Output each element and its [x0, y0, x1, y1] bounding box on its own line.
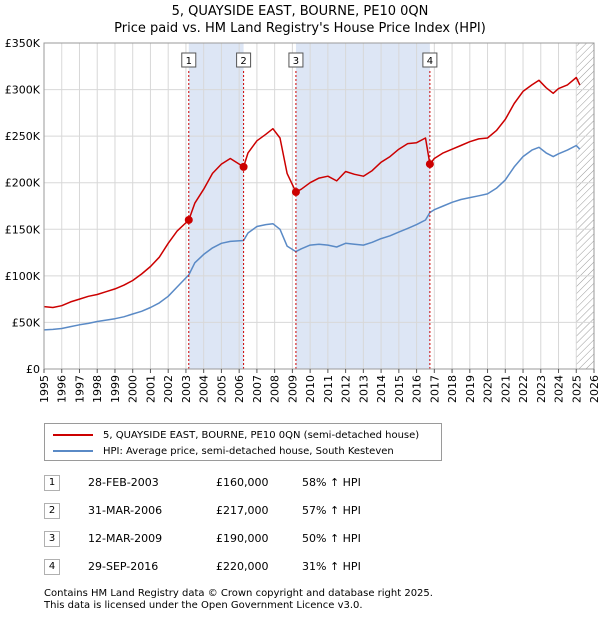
legend-swatch-price-paid	[53, 434, 93, 436]
x-tick-label: 2003	[180, 375, 193, 403]
legend-label-price-paid: 5, QUAYSIDE EAST, BOURNE, PE10 0QN (semi…	[103, 429, 420, 441]
x-tick-label: 2017	[428, 375, 441, 403]
sale-hpi-change: 31% ↑ HPI	[302, 560, 361, 573]
x-tick-label: 2025	[570, 375, 583, 403]
x-tick-label: 2002	[162, 375, 175, 403]
forecast-hatch	[576, 43, 594, 369]
sale-marker-badge: 4	[44, 559, 60, 575]
y-tick-label: £150K	[5, 223, 41, 236]
x-tick-label: 2015	[393, 375, 406, 403]
x-tick-label: 2013	[357, 375, 370, 403]
sale-date: 29-SEP-2016	[88, 560, 159, 573]
sales-table: 1 28-FEB-2003 £160,000 58% ↑ HPI 2 31-MA…	[44, 474, 444, 582]
x-tick-label: 2007	[251, 375, 264, 403]
sale-marker-badge: 3	[44, 531, 60, 547]
sale-point	[184, 215, 193, 224]
legend-swatch-hpi	[53, 450, 93, 452]
y-tick-label: £0	[26, 363, 40, 376]
chart-subtitle: Price paid vs. HM Land Registry's House …	[114, 21, 486, 36]
sale-marker-badge: 2	[44, 503, 60, 519]
sale-date: 31-MAR-2006	[88, 504, 163, 517]
x-tick-label: 2001	[144, 375, 157, 403]
sale-marker-label: 4	[427, 56, 433, 67]
plot-frame	[43, 42, 595, 370]
x-tick-label: 2020	[482, 375, 495, 403]
table-row: 1 28-FEB-2003 £160,000 58% ↑ HPI	[44, 474, 444, 498]
sale-point	[239, 162, 248, 171]
x-tick-label: 2019	[464, 375, 477, 403]
x-tick-label: 2026	[588, 375, 600, 403]
y-tick-label: £200K	[5, 177, 41, 190]
sale-hpi-change: 58% ↑ HPI	[302, 476, 361, 489]
sale-price: £160,000	[216, 476, 269, 489]
x-tick-label: 1999	[109, 375, 122, 403]
sale-hpi-change: 57% ↑ HPI	[302, 504, 361, 517]
legend-item-hpi: HPI: Average price, semi-detached house,…	[53, 444, 394, 458]
x-tick-label: 1996	[56, 375, 69, 403]
ownership-band	[188, 43, 244, 369]
price-chart: 1 2 3 4 £0 £50K £100K £150K £200K £250K £300K £350…	[5, 37, 600, 403]
y-tick-label: £250K	[5, 130, 41, 143]
sale-price: £217,000	[216, 504, 269, 517]
y-tick-label: £300K	[5, 84, 41, 97]
legend-item-price-paid: 5, QUAYSIDE EAST, BOURNE, PE10 0QN (semi…	[53, 428, 419, 442]
x-tick-label: 2014	[375, 375, 388, 403]
sale-marker-label: 3	[293, 56, 299, 67]
x-tick-label: 2008	[269, 375, 282, 403]
y-tick-label: £50K	[12, 316, 41, 329]
sale-price: £190,000	[216, 532, 269, 545]
x-tick-label: 1995	[38, 375, 51, 403]
table-row: 2 31-MAR-2006 £217,000 57% ↑ HPI	[44, 502, 444, 526]
sale-point	[291, 188, 300, 197]
table-row: 4 29-SEP-2016 £220,000 31% ↑ HPI	[44, 558, 444, 582]
y-tick-label: £100K	[5, 270, 41, 283]
sale-date: 28-FEB-2003	[88, 476, 159, 489]
x-tick-label: 2018	[446, 375, 459, 403]
chart-title: 5, QUAYSIDE EAST, BOURNE, PE10 0QN	[171, 4, 429, 19]
x-tick-label: 2021	[499, 375, 512, 403]
sale-marker-box	[422, 52, 438, 68]
legend-label-hpi: HPI: Average price, semi-detached house,…	[103, 445, 394, 457]
x-tick-label: 2024	[553, 375, 566, 403]
x-tick-label: 1997	[73, 375, 86, 403]
footer-copyright: Contains HM Land Registry data © Crown c…	[44, 588, 433, 599]
sale-marker-badge: 1	[44, 475, 60, 491]
x-tick-label: 2022	[517, 375, 530, 403]
table-row: 3 12-MAR-2009 £190,000 50% ↑ HPI	[44, 530, 444, 554]
x-tick-label: 2004	[198, 375, 211, 403]
x-tick-label: 2011	[322, 375, 335, 403]
series-line-hpi	[43, 144, 581, 331]
x-tick-label: 2012	[340, 375, 353, 403]
x-tick-label: 2016	[411, 375, 424, 403]
x-tick-label: 2000	[127, 375, 140, 403]
sale-marker-label: 1	[186, 56, 192, 67]
footer-license: This data is licensed under the Open Gov…	[44, 600, 363, 611]
footer-attribution: Contains HM Land Registry data © Crown c…	[44, 588, 433, 612]
sale-point	[425, 160, 434, 169]
sale-marker-label: 2	[240, 56, 246, 67]
sale-marker-box	[236, 52, 252, 68]
x-tick-label: 2010	[304, 375, 317, 403]
series-line-price-paid	[43, 76, 581, 309]
x-tick-label: 2009	[286, 375, 299, 403]
x-tick-label: 1998	[91, 375, 104, 403]
x-tick-label: 2005	[215, 375, 228, 403]
sale-marker-box	[288, 52, 304, 68]
chart-legend: 5, QUAYSIDE EAST, BOURNE, PE10 0QN (semi…	[44, 423, 442, 461]
sale-marker-box	[181, 52, 197, 68]
sale-hpi-change: 50% ↑ HPI	[302, 532, 361, 545]
x-tick-label: 2023	[535, 375, 548, 403]
y-tick-label: £350K	[5, 37, 41, 50]
sale-price: £220,000	[216, 560, 269, 573]
sale-date: 12-MAR-2009	[88, 532, 163, 545]
x-tick-label: 2006	[233, 375, 246, 403]
